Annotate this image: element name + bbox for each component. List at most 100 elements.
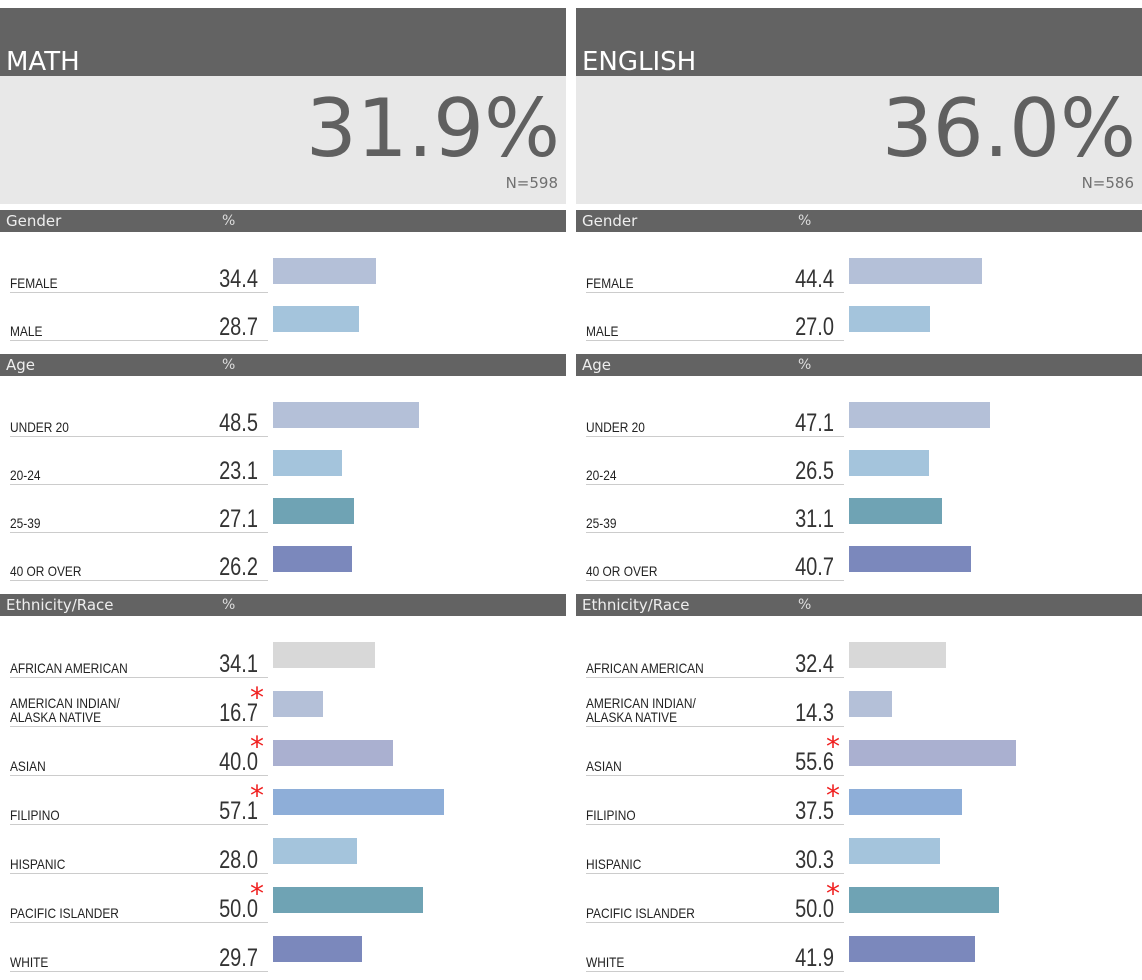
row-underline [586, 532, 844, 533]
bar [273, 258, 377, 284]
row-label: WHITE [586, 954, 625, 970]
row-underline [10, 532, 268, 533]
value-label: 28.7 [219, 313, 258, 341]
row-underline [10, 775, 268, 776]
flag: * [250, 681, 264, 714]
section-name: Age [582, 356, 612, 374]
panel-header: ENGLISH [576, 8, 1142, 76]
section-header [0, 210, 566, 232]
value-label: 50.0 [795, 895, 834, 923]
bar [273, 546, 352, 572]
row-underline [10, 580, 268, 581]
section-pct: % [798, 213, 812, 229]
value-label: 16.7 [219, 699, 258, 727]
bar [273, 691, 324, 717]
value-label: 14.3 [795, 699, 834, 727]
section-pct: % [798, 597, 812, 613]
bar [849, 498, 943, 524]
bar [273, 498, 355, 524]
value-label: 32.4 [795, 650, 834, 678]
section-header [0, 594, 566, 616]
section-name: Gender [6, 212, 62, 230]
bar [273, 936, 363, 962]
value-label: 55.6 [795, 748, 834, 776]
score: 31.9% [305, 82, 560, 175]
bar [273, 402, 419, 428]
row-underline [10, 436, 268, 437]
row-label: WHITE [10, 954, 49, 970]
value-label: 57.1 [219, 797, 258, 825]
section-header [576, 594, 1142, 616]
row-label: 40 OR OVER [10, 563, 82, 579]
section-header [0, 354, 566, 376]
row-underline [586, 922, 844, 923]
value-label: 44.4 [795, 265, 834, 293]
score-box [0, 76, 566, 204]
bar [849, 691, 892, 717]
section-pct: % [798, 357, 812, 373]
row-label: 25-39 [10, 515, 41, 531]
section-name: Gender [582, 212, 638, 230]
flag: * [250, 779, 264, 812]
row-underline [10, 873, 268, 874]
section-name: Ethnicity/Race [6, 596, 114, 614]
value-label: 48.5 [219, 409, 258, 437]
bar [273, 838, 357, 864]
row-label: ASIAN [586, 758, 622, 774]
row-label: FILIPINO [586, 807, 636, 823]
bar [849, 258, 983, 284]
row-underline [586, 726, 844, 727]
row-label: 20-24 [586, 467, 617, 483]
panel-title: ENGLISH [582, 47, 697, 77]
value-label: 41.9 [795, 944, 834, 972]
value-label: 28.0 [219, 846, 258, 874]
row-underline [10, 726, 268, 727]
sample-size: N=598 [505, 174, 558, 192]
value-label: 23.1 [219, 457, 258, 485]
row-label: FILIPINO [10, 807, 60, 823]
section-pct: % [222, 357, 236, 373]
value-label: 29.7 [219, 944, 258, 972]
section-header [576, 210, 1142, 232]
row-underline [10, 340, 268, 341]
sample-size: N=586 [1081, 174, 1134, 192]
bar [273, 887, 423, 913]
bar [273, 740, 393, 766]
bar [273, 789, 445, 815]
row-underline [586, 873, 844, 874]
value-label: 27.0 [795, 313, 834, 341]
row-underline [10, 677, 268, 678]
row-label: 25-39 [586, 515, 617, 531]
bar [849, 306, 930, 332]
section-name: Age [6, 356, 36, 374]
bar [849, 838, 940, 864]
row-underline [10, 484, 268, 485]
row-label: ASIAN [10, 758, 46, 774]
bar [849, 546, 972, 572]
bar [849, 450, 929, 476]
row-underline [586, 677, 844, 678]
value-label: 27.1 [219, 505, 258, 533]
row-label: MALE [586, 323, 619, 339]
row-underline [10, 922, 268, 923]
flag: * [250, 730, 264, 763]
section-pct: % [222, 213, 236, 229]
bar [849, 402, 991, 428]
bar [273, 450, 343, 476]
row-label: 40 OR OVER [586, 563, 658, 579]
row-underline [586, 292, 844, 293]
row-label: PACIFIC ISLANDER [586, 905, 695, 921]
value-label: 26.2 [219, 553, 258, 581]
section-header [576, 354, 1142, 376]
row-label: FEMALE [10, 275, 58, 291]
row-label: AFRICAN AMERICAN [586, 660, 704, 676]
section-name: Ethnicity/Race [582, 596, 690, 614]
value-label: 40.0 [219, 748, 258, 776]
panel-title: MATH [6, 47, 80, 77]
row-label: PACIFIC ISLANDER [10, 905, 119, 921]
value-label: 26.5 [795, 457, 834, 485]
row-underline [586, 580, 844, 581]
bar [849, 887, 999, 913]
row-label: UNDER 20 [10, 419, 69, 435]
